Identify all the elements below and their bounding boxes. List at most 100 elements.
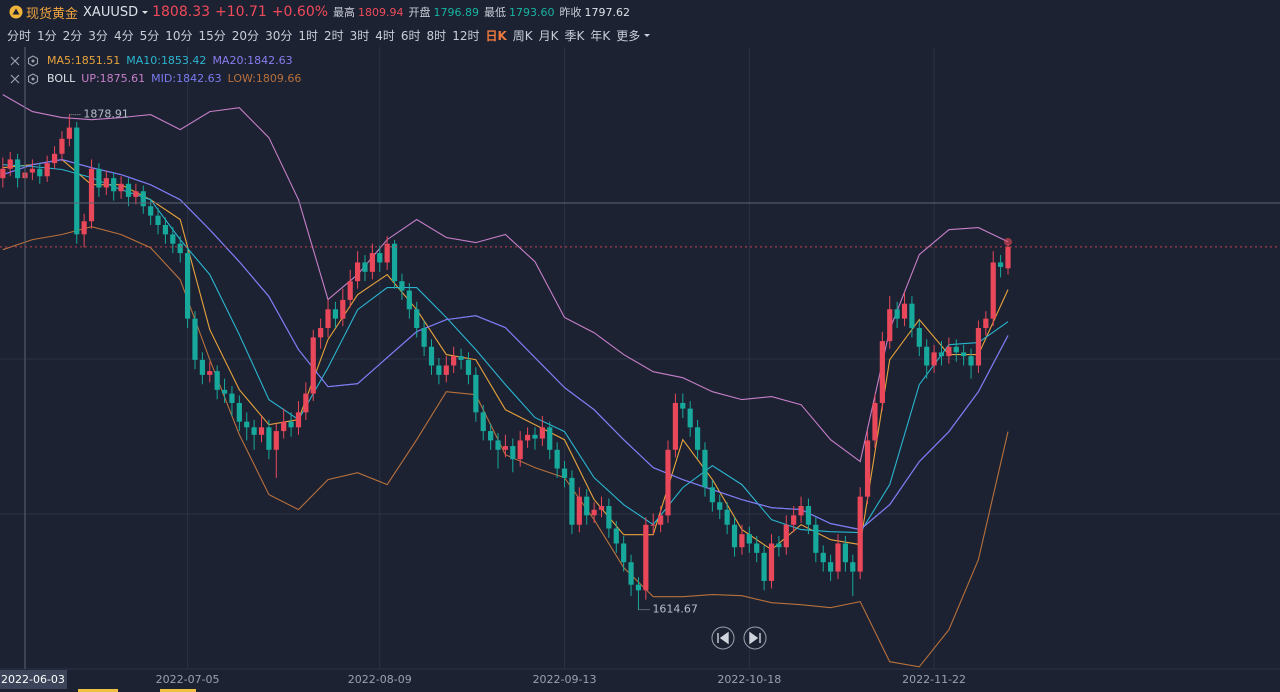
timeframe-tab[interactable]: 1时 [298, 28, 318, 43]
gold-icon [9, 5, 23, 19]
timeframe-tab[interactable]: 季K [564, 28, 585, 43]
candle-body [81, 221, 87, 235]
candle-body [310, 337, 316, 394]
timeframe-tab[interactable]: 30分 [265, 28, 293, 43]
timeframe-tab[interactable]: 更多 [616, 28, 641, 43]
instrument-name[interactable]: 现货黄金 [26, 6, 79, 22]
candle-body [857, 496, 863, 572]
candle-body [377, 253, 383, 263]
timeframe-tab[interactable]: 4分 [113, 28, 134, 43]
settings-icon[interactable] [27, 55, 39, 85]
candle-body [37, 168, 43, 177]
instrument-symbol[interactable]: XAUUSD [83, 4, 139, 20]
bottom-tab[interactable] [160, 689, 196, 692]
candle-body [798, 506, 804, 516]
candle-body [362, 262, 368, 272]
indicator-legend: MA5:1851.51 MA10:1853.42 MA20:1842.63 BOLL U… [10, 54, 302, 85]
timeframe-tab[interactable]: 6时 [400, 28, 421, 43]
quote-header: 现货黄金 XAUUSD 1808.33 +10.71 +0.60% 最高 180… [0, 2, 635, 22]
candle-body [975, 328, 982, 366]
candle-body [547, 427, 553, 450]
legend-entry: LOW:1809.66 [228, 72, 302, 85]
candle-body [694, 427, 701, 450]
x-tick-label: 2022-07-05 [156, 673, 220, 686]
candle-body [303, 393, 309, 413]
candle-body [66, 127, 72, 139]
timeframe-tab[interactable]: 2时 [323, 28, 344, 43]
candle-body [672, 402, 679, 450]
timeframe-tab[interactable]: 2分 [62, 28, 83, 43]
settings-icon[interactable] [31, 59, 35, 63]
candle-body [74, 127, 80, 235]
timeframe-tab[interactable]: 3分 [88, 28, 108, 43]
candle-body [783, 524, 789, 548]
extreme-label: 1878.91 [83, 108, 128, 121]
candle-body [761, 552, 767, 581]
playback-controls[interactable] [711, 626, 767, 650]
timeframe-tab[interactable]: 10分 [165, 28, 193, 43]
more-caret[interactable] [643, 29, 651, 41]
timeframe-tab[interactable]: 15分 [198, 28, 226, 43]
candle-body [443, 365, 449, 375]
candle-body [318, 328, 324, 338]
candles [0, 114, 1011, 610]
timeframe-tab[interactable]: 1分 [37, 28, 57, 43]
candle-body [369, 253, 375, 272]
candle-body [488, 431, 494, 441]
candle-body [931, 352, 937, 366]
settings-icon[interactable] [31, 77, 35, 81]
x-tick-label: 2022-08-09 [348, 673, 412, 686]
timeframe-tab[interactable]: 周K [512, 28, 533, 43]
candle-body [199, 359, 205, 375]
candle-body [968, 356, 974, 366]
candle-body [251, 427, 257, 435]
candle-body [894, 309, 900, 319]
candle-body [325, 309, 331, 329]
extreme-label: 1614.67 [652, 603, 698, 616]
indicator-line [2, 159, 1009, 551]
candle-body [288, 421, 294, 428]
candle-body [961, 352, 967, 357]
candle-body [901, 303, 908, 319]
candle-body [539, 427, 545, 439]
timeframe-tab[interactable]: 8时 [426, 28, 447, 43]
candle-body [406, 290, 412, 310]
candle-body [946, 346, 952, 357]
timeframe-tab[interactable]: 20分 [231, 28, 260, 43]
candle-body [480, 412, 486, 432]
candle-body [650, 524, 656, 526]
candle-body [606, 506, 612, 529]
timeframe-tab[interactable]: 12时 [452, 28, 480, 43]
candle-body [717, 502, 723, 510]
low-label: 最低 [484, 6, 507, 19]
timeframe-tab[interactable]: 月K [538, 28, 559, 43]
candle-body [791, 515, 797, 525]
close-icon[interactable] [10, 56, 20, 84]
candle-body [938, 352, 945, 357]
candle-body [340, 299, 346, 319]
timeframe-tab[interactable]: 3时 [349, 28, 370, 43]
candle-body [391, 243, 398, 282]
candle-body [768, 543, 775, 581]
timeframe-tab[interactable]: 4时 [375, 28, 395, 43]
grid [0, 47, 1280, 670]
timeframe-tab[interactable]: 5分 [139, 28, 160, 43]
candle-body [133, 191, 139, 197]
candle-body [281, 421, 287, 432]
low-value: 1793.60 [509, 5, 555, 19]
dropdown-caret[interactable] [140, 2, 152, 22]
candle-body [754, 543, 760, 553]
timeframe-tab[interactable]: 分时 [7, 28, 32, 43]
candle-body [473, 374, 479, 413]
timeframe-tab[interactable]: 年K [590, 28, 611, 43]
candle-body [591, 509, 597, 516]
legend-entry: BOLL [47, 72, 76, 85]
caret [644, 34, 651, 37]
bottom-tab[interactable] [78, 689, 118, 692]
x-axis: 2022-06-03 2022-07-05 2022-08-09 2022-09-13… [0, 670, 966, 689]
candle-body [872, 402, 878, 441]
candle-body [214, 371, 220, 390]
timeframe-tab[interactable]: 日K [485, 28, 507, 43]
candle-body [990, 262, 996, 319]
x-tick-label: 2022-06-03 [1, 673, 65, 686]
